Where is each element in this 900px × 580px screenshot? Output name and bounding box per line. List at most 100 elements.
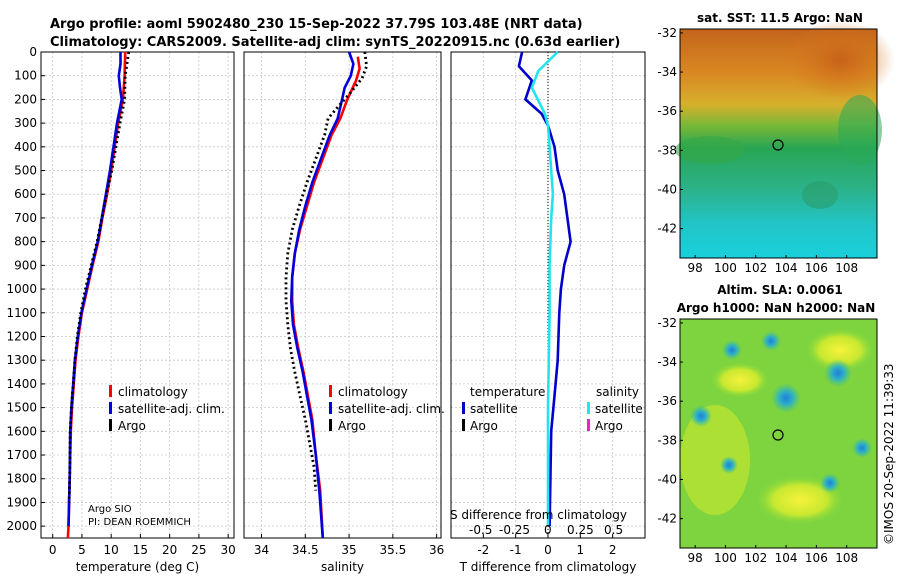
- y-tick-label: 1200: [6, 329, 37, 343]
- map-y-tick-label: -34: [657, 355, 677, 369]
- y-tick-label: 1500: [6, 401, 37, 415]
- sst-map-axes: 98 100 102 104 106 108 -32 -34 -36 -38 -40 -42: [657, 26, 878, 275]
- map-y-tick-label: -36: [657, 104, 677, 118]
- map-y-tick-label: -40: [657, 472, 677, 486]
- temperature-panel: 0 5 10 15 20 25 30 temperature (deg C) 0 100 200 30…: [6, 45, 235, 574]
- y-tick-label: 1600: [6, 424, 37, 438]
- y-tick-label: 600: [14, 187, 37, 201]
- map-y-tick-label: -38: [657, 433, 677, 447]
- map-y-tick-label: -38: [657, 143, 677, 157]
- legend-marker-satellite: [109, 402, 112, 414]
- x-tick-label: 15: [133, 543, 148, 557]
- legend-marker-temp-argo: [462, 419, 465, 431]
- altim-map-title-2: Argo h1000: NaN h2000: NaN: [677, 301, 876, 315]
- map-x-tick-label: 108: [835, 551, 858, 565]
- sal-diff-axis-label: S difference from climatology: [450, 508, 627, 522]
- sal-diff-tick: 0.5: [604, 523, 623, 537]
- altim-eddy: [690, 405, 712, 427]
- sal-diff-tick: -0.5: [469, 523, 492, 537]
- altim-eddy: [761, 331, 781, 351]
- altim-eddy: [852, 438, 872, 458]
- y-tick-label: 2000: [6, 519, 37, 533]
- altim-high: [805, 328, 875, 372]
- map-y-tick-label: -32: [657, 316, 677, 330]
- map-x-tick-label: 100: [714, 261, 737, 275]
- legend-label-satellite: satellite-adj. clim.: [338, 402, 445, 416]
- y-tick-label: 700: [14, 211, 37, 225]
- x-axis-label: T difference from climatology: [459, 560, 637, 574]
- x-tick-label: 0: [544, 543, 552, 557]
- x-tick-label: 36: [429, 543, 444, 557]
- y-tick-label: 1300: [6, 353, 37, 367]
- altim-high: [680, 405, 750, 515]
- altim-map-title-1: Altim. SLA: 0.0061: [717, 283, 843, 297]
- legend-label-satellite: satellite-adj. clim.: [118, 402, 225, 416]
- map-y-tick-label: -42: [657, 512, 677, 526]
- x-tick-label: -2: [477, 543, 489, 557]
- x-tick-label: 35: [341, 543, 356, 557]
- x-tick-label: 1: [577, 543, 585, 557]
- sst-map: [675, 20, 895, 258]
- y-tick-label: 1900: [6, 495, 37, 509]
- series-satellite-adj-clim-: [290, 51, 355, 539]
- map-y-tick-label: -42: [657, 222, 677, 236]
- map-frame: [679, 28, 878, 259]
- y-tick-label: 1700: [6, 448, 37, 462]
- map-x-tick-label: 98: [688, 261, 703, 275]
- x-axis-label: temperature (deg C): [76, 560, 199, 574]
- x-tick-label: 34.5: [292, 543, 319, 557]
- sal-diff-tick: 0: [544, 523, 552, 537]
- altim-high: [710, 362, 770, 398]
- altim-eddy: [771, 383, 801, 413]
- legend-marker-sal-satellite: [587, 402, 590, 414]
- altim-map: [680, 319, 877, 548]
- y-tick-label: 300: [14, 116, 37, 130]
- legend-header-salinity: salinity: [596, 385, 639, 399]
- float-info-line-1: Argo SIO: [88, 504, 132, 515]
- x-tick-label: 34: [254, 543, 269, 557]
- legend-header-temperature: temperature: [470, 385, 545, 399]
- legend-marker-satellite: [329, 402, 332, 414]
- sst-warm-patch: [785, 20, 895, 100]
- map-frame: [679, 318, 878, 549]
- series-argo: [67, 51, 131, 503]
- legend-label-sal-argo: Argo: [595, 419, 623, 433]
- argo-location-marker: [772, 139, 784, 151]
- temperature-legend: climatology satellite-adj. clim. Argo: [109, 385, 225, 433]
- x-tick-label: 2: [609, 543, 617, 557]
- figure-title-line-2: Climatology: CARS2009. Satellite-adj cli…: [50, 35, 620, 50]
- altim-eddy: [824, 359, 852, 387]
- y-tick-label: 1000: [6, 282, 37, 296]
- legend-label-temp-satellite: satellite: [470, 402, 518, 416]
- imos-watermark: ©IMOS 20-Sep-2022 11:39:33: [882, 363, 896, 545]
- x-tick-label: -1: [510, 543, 522, 557]
- series-temperature-satellite: [517, 51, 572, 527]
- y-tick-label: 1400: [6, 377, 37, 391]
- map-x-tick-label: 106: [805, 551, 828, 565]
- x-tick-label: 35.5: [379, 543, 406, 557]
- float-info-line-2: PI: DEAN ROEMMICH: [88, 517, 191, 528]
- map-x-tick-label: 104: [775, 551, 798, 565]
- map-y-tick-label: -36: [657, 394, 677, 408]
- map-y-tick-label: -34: [657, 65, 677, 79]
- map-x-tick-label: 106: [805, 261, 828, 275]
- legend-label-temp-argo: Argo: [470, 419, 498, 433]
- legend-label-climatology: climatology: [338, 385, 408, 399]
- legend-label-argo: Argo: [118, 419, 146, 433]
- x-tick-label: 10: [104, 543, 119, 557]
- y-tick-label: 900: [14, 258, 37, 272]
- legend-marker-climatology: [109, 385, 112, 397]
- difference-panel: -2 -1 0 1 2 T difference from climatology: [450, 51, 646, 574]
- map-x-tick-label: 98: [688, 551, 703, 565]
- sst-patch: [675, 136, 745, 164]
- salinity-legend: climatology satellite-adj. clim. Argo: [329, 385, 445, 433]
- legend-marker-argo: [329, 419, 332, 431]
- y-tick-label: 0: [29, 45, 37, 59]
- x-tick-label: 0: [49, 543, 57, 557]
- x-tick-label: 5: [78, 543, 86, 557]
- difference-legend: temperature salinity satellite Argo sate…: [462, 385, 643, 433]
- legend-marker-argo: [109, 419, 112, 431]
- argo-location-marker: [772, 429, 784, 441]
- series-argo: [284, 51, 368, 491]
